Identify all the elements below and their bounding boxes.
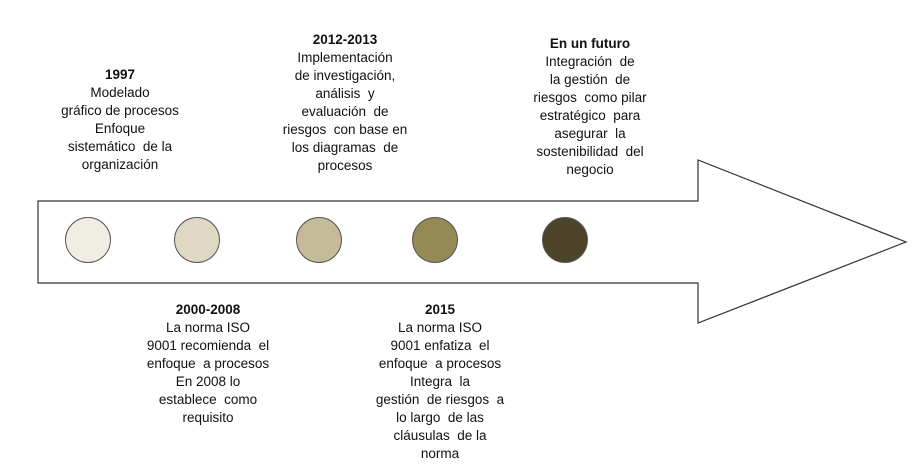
milestone-text-line: enfoque a procesos bbox=[146, 356, 270, 371]
milestone-text-line: Implementación bbox=[297, 50, 393, 65]
milestone-text-line: En 2008 lo bbox=[175, 374, 241, 389]
milestone-text-line: asegurar la bbox=[554, 126, 626, 141]
milestone-label-2000-2008: 2000-2008 La norma ISO 9001 recomienda e… bbox=[128, 301, 288, 427]
milestone-text-line: de investigación, bbox=[294, 68, 396, 83]
milestone-text-line: Integración de bbox=[545, 54, 635, 69]
milestone-year: 2012-2013 bbox=[312, 32, 378, 47]
milestone-text-line: Integra la bbox=[409, 374, 471, 389]
milestone-dot-future bbox=[542, 217, 588, 263]
milestone-text-line: riesgos como pilar bbox=[533, 90, 647, 105]
milestone-text-line: evaluación de bbox=[301, 104, 389, 119]
milestone-text-line: gestión de riesgos a bbox=[375, 392, 505, 407]
milestone-text-line: gráfico de procesos bbox=[61, 103, 179, 118]
milestone-label-future: En un futuro Integración de la gestión d… bbox=[500, 35, 680, 179]
milestone-text-line: 9001 recomienda el bbox=[146, 338, 270, 353]
milestone-dot-2012-2013 bbox=[296, 217, 342, 263]
milestone-text-line: Modelado bbox=[90, 85, 150, 100]
milestone-text-line: lo largo de las bbox=[396, 410, 484, 425]
milestone-text-line: estratégico para bbox=[539, 108, 641, 123]
milestone-text-line: la gestión de bbox=[549, 72, 631, 87]
milestone-text-line: establece como bbox=[158, 392, 258, 407]
milestone-text-line: riesgos con base en bbox=[282, 122, 408, 137]
milestone-label-2015: 2015 La norma ISO 9001 enfatiza el enfoq… bbox=[355, 301, 525, 463]
milestone-text-line: requisito bbox=[182, 410, 234, 425]
milestone-text-line: 9001 enfatiza el bbox=[390, 338, 490, 353]
milestone-year: 1997 bbox=[104, 67, 136, 82]
milestone-year: En un futuro bbox=[549, 36, 631, 51]
milestone-year: 2015 bbox=[424, 302, 456, 317]
milestone-text-line: norma bbox=[420, 446, 460, 461]
milestone-text-line: cláusulas de la bbox=[393, 428, 487, 443]
milestone-dot-1997 bbox=[65, 217, 111, 263]
milestone-text-line: organización bbox=[81, 157, 159, 172]
milestone-text-line: negocio bbox=[566, 162, 614, 177]
milestone-label-2012-2013: 2012-2013 Implementación de investigació… bbox=[260, 31, 430, 175]
milestone-text-line: procesos bbox=[317, 158, 373, 173]
milestone-text-line: los diagramas de bbox=[291, 140, 399, 155]
milestone-dot-2015 bbox=[412, 217, 458, 263]
milestone-dot-2000-2008 bbox=[174, 217, 220, 263]
milestone-label-1997: 1997 Modelado gráfico de procesos Enfoqu… bbox=[40, 66, 200, 174]
milestone-text-line: enfoque a procesos bbox=[378, 356, 502, 371]
milestone-text-line: sistemático de la bbox=[67, 139, 173, 154]
milestone-text-line: Enfoque bbox=[94, 121, 146, 136]
milestone-text-line: La norma ISO bbox=[397, 320, 483, 335]
milestone-year: 2000-2008 bbox=[175, 302, 241, 317]
milestone-text-line: sostenibilidad del bbox=[536, 144, 644, 159]
milestone-text-line: análisis y bbox=[315, 86, 375, 101]
milestone-text-line: La norma ISO bbox=[165, 320, 251, 335]
